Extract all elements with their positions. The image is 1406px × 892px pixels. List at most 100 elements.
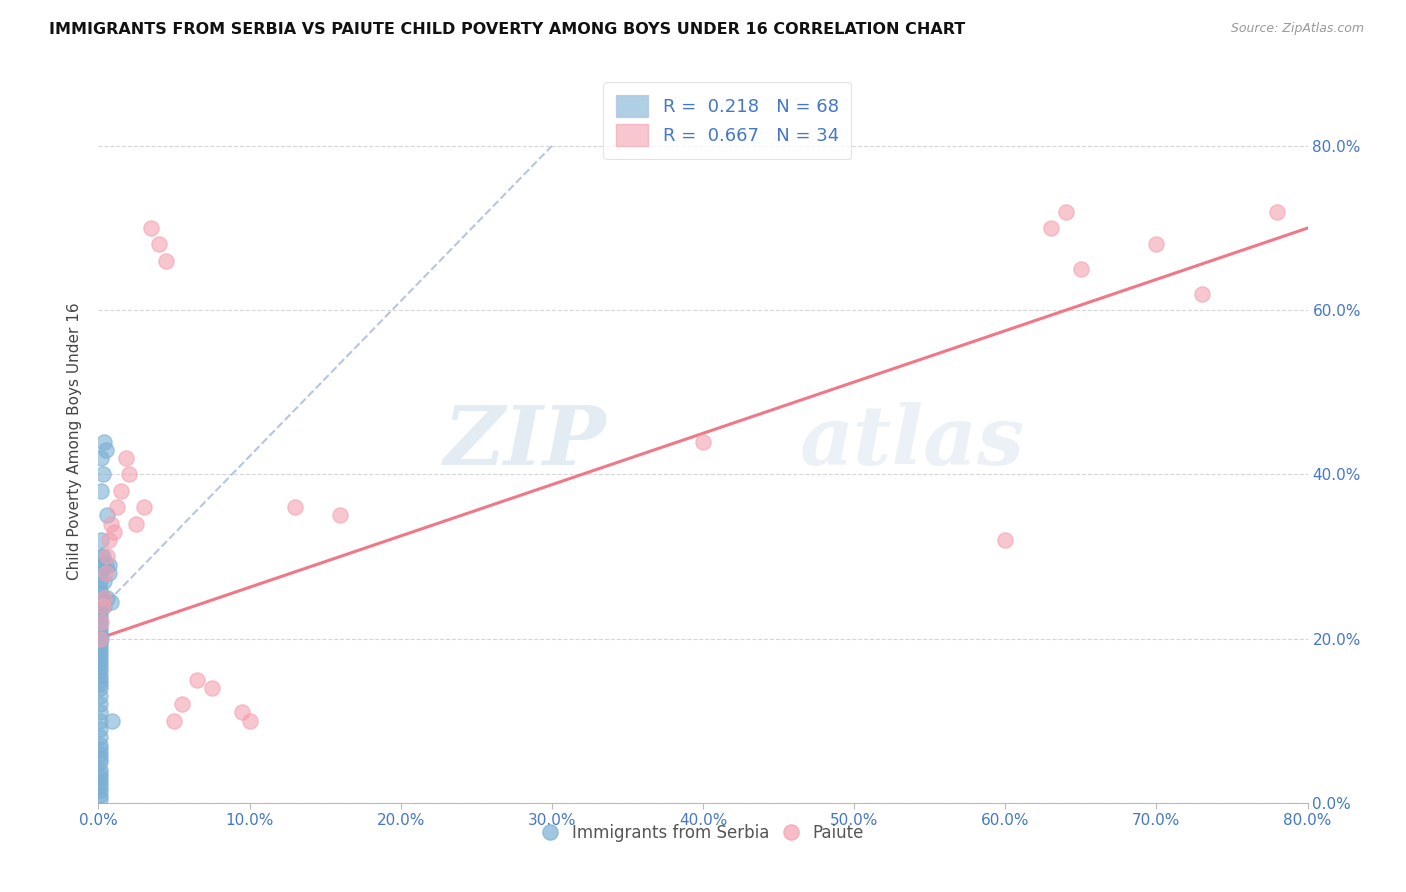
Point — [98, 533, 121, 547]
Point — [89, 722, 111, 736]
Point — [994, 533, 1017, 547]
Point — [96, 508, 118, 523]
Point — [91, 467, 114, 482]
Point — [89, 574, 111, 588]
Point — [100, 594, 122, 608]
Point — [89, 582, 111, 597]
Point — [89, 632, 111, 646]
Point — [89, 698, 111, 712]
Point — [91, 591, 114, 605]
Point — [89, 648, 111, 662]
Point — [89, 791, 111, 805]
Point — [91, 549, 114, 564]
Point — [94, 558, 117, 572]
Point — [89, 742, 111, 756]
Point — [89, 599, 111, 613]
Point — [89, 673, 111, 687]
Point — [89, 739, 111, 753]
Text: Source: ZipAtlas.com: Source: ZipAtlas.com — [1230, 22, 1364, 36]
Point — [93, 434, 115, 449]
Point — [90, 533, 112, 547]
Point — [89, 665, 111, 679]
Point — [101, 714, 124, 728]
Point — [231, 706, 253, 720]
Point — [89, 607, 111, 621]
Text: IMMIGRANTS FROM SERBIA VS PAIUTE CHILD POVERTY AMONG BOYS UNDER 16 CORRELATION C: IMMIGRANTS FROM SERBIA VS PAIUTE CHILD P… — [49, 22, 966, 37]
Point — [329, 508, 352, 523]
Point — [89, 747, 111, 761]
Point — [110, 483, 132, 498]
Point — [1039, 221, 1062, 235]
Point — [90, 594, 112, 608]
Point — [89, 755, 111, 769]
Point — [163, 714, 186, 728]
Point — [125, 516, 148, 531]
Point — [91, 558, 114, 572]
Point — [103, 524, 125, 539]
Point — [89, 763, 111, 777]
Point — [90, 450, 112, 465]
Point — [89, 771, 111, 785]
Point — [1054, 204, 1077, 219]
Point — [132, 500, 155, 515]
Point — [89, 730, 111, 744]
Point — [89, 619, 111, 633]
Point — [1144, 237, 1167, 252]
Point — [89, 788, 111, 802]
Point — [90, 615, 112, 630]
Point — [155, 253, 177, 268]
Point — [89, 657, 111, 671]
Point — [89, 775, 111, 789]
Point — [89, 611, 111, 625]
Point — [89, 750, 111, 764]
Point — [89, 566, 111, 580]
Point — [91, 599, 114, 613]
Point — [98, 566, 121, 580]
Point — [89, 706, 111, 720]
Text: ZIP: ZIP — [444, 401, 606, 482]
Point — [89, 660, 111, 674]
Point — [89, 640, 111, 654]
Point — [90, 558, 112, 572]
Point — [90, 483, 112, 498]
Point — [170, 698, 193, 712]
Point — [93, 599, 115, 613]
Point — [1267, 204, 1289, 219]
Point — [89, 627, 111, 641]
Point — [186, 673, 208, 687]
Point — [96, 591, 118, 605]
Point — [89, 652, 111, 666]
Point — [105, 500, 128, 515]
Point — [89, 591, 111, 605]
Point — [89, 689, 111, 703]
Point — [89, 783, 111, 797]
Point — [141, 221, 163, 235]
Point — [89, 767, 111, 781]
Point — [89, 632, 111, 646]
Point — [89, 780, 111, 794]
Point — [89, 624, 111, 638]
Point — [118, 467, 141, 482]
Point — [94, 442, 117, 457]
Point — [692, 434, 714, 449]
Point — [93, 574, 115, 588]
Point — [1191, 286, 1213, 301]
Point — [239, 714, 262, 728]
Point — [89, 603, 111, 617]
Point — [94, 566, 117, 580]
Point — [89, 681, 111, 695]
Point — [89, 668, 111, 682]
Point — [100, 516, 122, 531]
Point — [89, 714, 111, 728]
Point — [114, 450, 136, 465]
Point — [93, 591, 115, 605]
Point — [1070, 262, 1092, 277]
Y-axis label: Child Poverty Among Boys Under 16: Child Poverty Among Boys Under 16 — [67, 302, 83, 581]
Point — [90, 632, 112, 646]
Point — [89, 594, 111, 608]
Point — [89, 615, 111, 630]
Point — [89, 586, 111, 600]
Legend: Immigrants from Serbia, Paiute: Immigrants from Serbia, Paiute — [536, 817, 870, 848]
Point — [201, 681, 224, 695]
Point — [89, 677, 111, 691]
